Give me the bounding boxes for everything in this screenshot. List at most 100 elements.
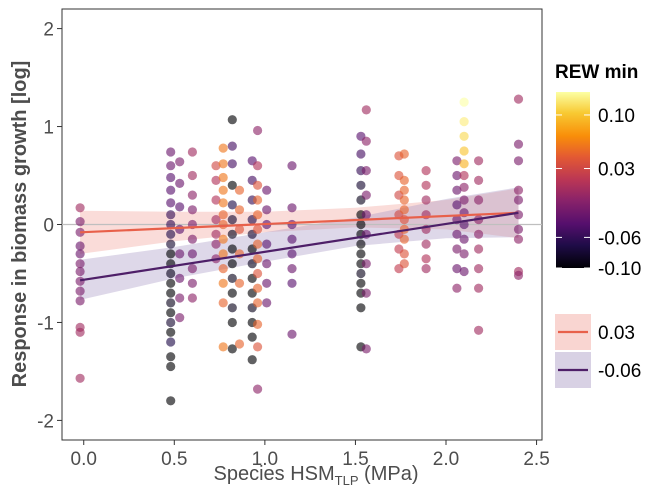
data-point [452,185,462,195]
data-point [287,329,297,339]
data-point [459,170,469,181]
colorbar [556,92,590,268]
data-point [218,159,228,169]
data-point [513,210,524,220]
data-point [474,283,484,293]
data-point [211,195,221,205]
regression-line-0 [80,211,519,234]
data-point [287,249,297,259]
colorbar-tick-label: 0.10 [598,106,635,127]
data-point [513,270,524,280]
y-tick-label: -2 [37,411,54,432]
data-point [166,396,176,406]
data-point [227,288,237,298]
data-point [227,215,237,225]
data-point [166,361,176,372]
data-point [287,203,297,213]
data-point [421,254,431,264]
data-point [356,239,366,249]
data-point [187,278,197,288]
data-point [211,215,221,225]
data-point [253,224,263,234]
data-point [452,156,462,166]
data-point [187,190,197,200]
colorbar-tick-label: 0.03 [598,160,635,181]
data-point [75,203,85,213]
data-point [421,239,431,249]
data-point [253,298,263,308]
data-point [287,234,297,244]
data-point [361,288,371,298]
data-point [356,219,366,230]
data-point [166,210,176,220]
data-point [227,141,237,151]
data-point [253,195,263,205]
line-legend: 0.03 -0.06 [555,314,641,388]
data-point [166,172,176,183]
data-point [166,337,176,347]
data-point [452,244,462,254]
data-point [452,283,462,293]
legend-label-1: -0.06 [598,361,641,382]
x-tick-label: 2.5 [523,449,549,470]
data-point [253,239,263,249]
data-point [253,319,263,329]
data-point [234,224,245,234]
data-point [218,264,228,274]
x-tick-label: 0.5 [161,449,187,470]
data-point [287,161,297,171]
data-point [187,205,197,215]
data-point [399,149,409,159]
data-point [218,185,228,195]
data-point [218,172,228,183]
data-point [166,352,176,362]
data-point [459,146,469,156]
data-point [175,178,185,188]
data-point [218,342,228,352]
data-point [452,170,462,181]
data-point [175,273,185,283]
x-tick-label: 1.5 [342,449,368,470]
data-point [166,317,176,328]
data-point [166,161,176,171]
data-point [459,131,469,141]
y-tick-label: 0 [43,216,54,237]
data-point [166,278,176,288]
data-point [75,259,85,269]
data-point [356,278,366,288]
data-point [218,298,228,308]
data-point [253,210,263,220]
data-point [75,227,85,237]
colorbar-tick-label: -0.06 [598,228,641,249]
data-point [166,249,176,259]
data-point [474,264,484,274]
data-point [513,156,524,166]
data-point [399,205,409,215]
data-point [227,317,237,328]
data-point [459,195,469,205]
data-point [175,313,185,323]
data-point [166,219,176,230]
data-point [361,190,371,200]
data-point [253,161,263,171]
data-point [262,185,272,195]
data-point [262,239,272,249]
data-point [75,286,85,296]
data-point [361,259,371,269]
data-point [75,217,85,227]
y-axis-ticks: -2 -1 0 1 2 [37,20,62,432]
data-point [399,175,409,185]
data-point [262,205,272,215]
data-points [75,94,524,406]
x-axis-title: Species HSMTLP (MPa) [214,463,419,488]
data-point [262,298,272,308]
data-point [218,143,228,153]
data-point [211,239,221,249]
data-point [356,303,366,313]
data-point [474,325,484,335]
data-point [361,344,371,354]
regression-line-1 [79,211,519,282]
data-point [166,268,176,279]
data-point [421,166,431,176]
